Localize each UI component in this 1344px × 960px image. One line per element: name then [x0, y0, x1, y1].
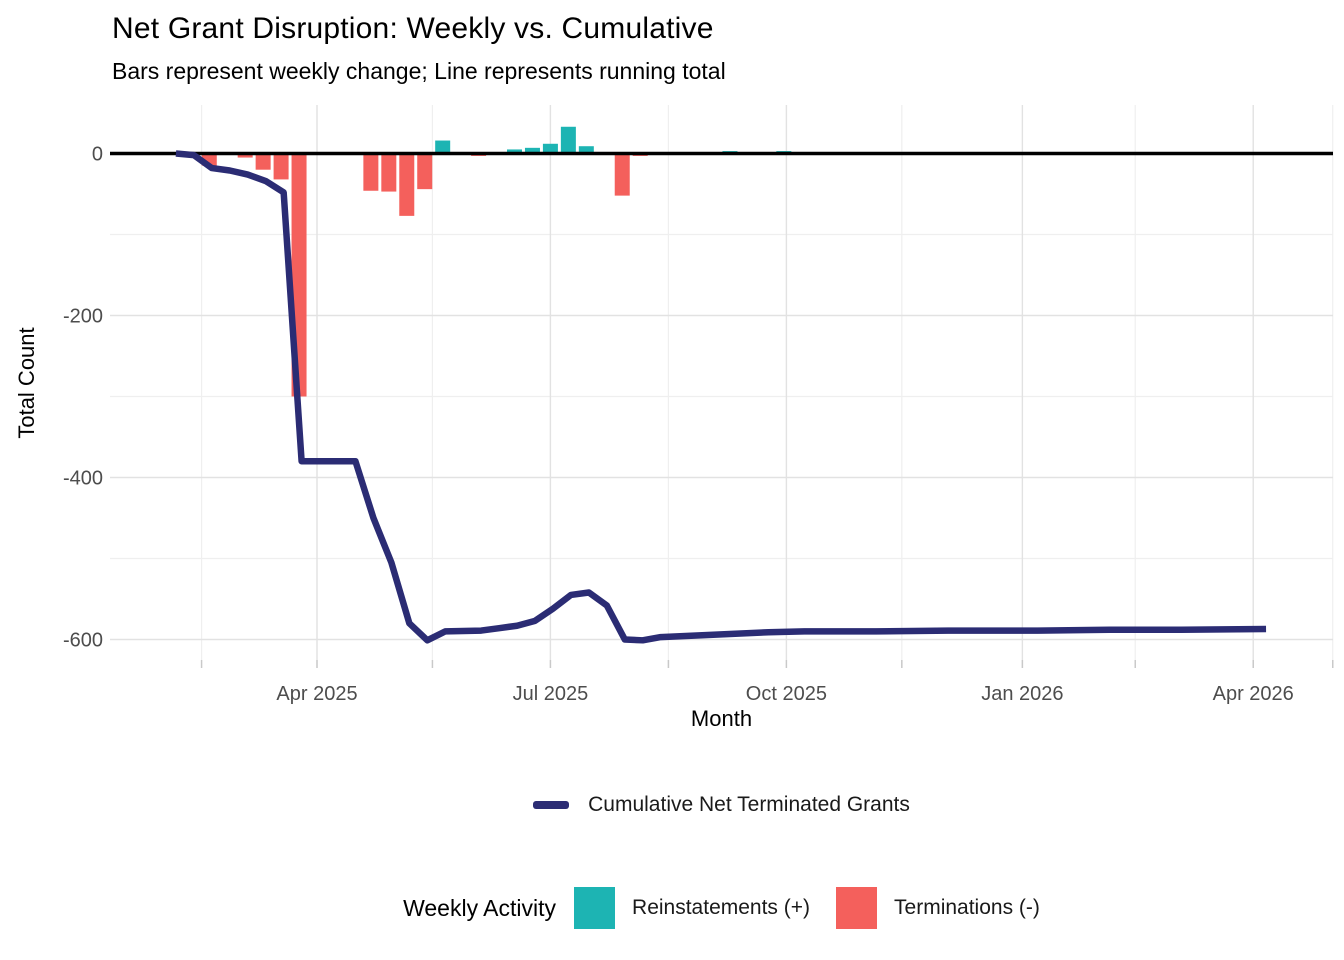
termination-bar	[273, 153, 289, 180]
y-tick-label: -600	[63, 630, 103, 652]
x-axis-title: Month	[690, 706, 753, 731]
cumulative-line-label: Cumulative Net Terminated Grants	[588, 793, 910, 816]
termination-bar	[399, 153, 415, 216]
termination-bar	[237, 153, 253, 158]
y-axis-title: Total Count	[14, 327, 39, 439]
cumulative-line-swatch	[533, 801, 570, 809]
reinstatement-bar	[435, 140, 451, 154]
plot-area: 0 -200 -400 -600 Apr 2025 Jul 2025 Oct 2025 Jan…	[63, 105, 1334, 705]
terminations-swatch	[836, 887, 878, 929]
legend-weekly-title: Weekly Activity	[403, 894, 557, 921]
reinstatement-bar	[524, 147, 540, 154]
reinstatement-bar	[578, 146, 594, 154]
termination-bar	[417, 153, 433, 190]
termination-bar	[255, 153, 271, 170]
legend-cumulative-line: Cumulative Net Terminated Grants	[110, 788, 1333, 822]
x-tick-label: Oct 2025	[746, 683, 827, 705]
x-tick-label: Jul 2025	[513, 683, 589, 705]
y-tick-label: -400	[63, 468, 103, 490]
reinstatements-label: Reinstatements (+)	[632, 896, 811, 919]
termination-bar	[381, 153, 397, 192]
terminations-label: Terminations (-)	[894, 896, 1040, 919]
legend-weekly-activity: Weekly Activity Reinstatements (+) Termi…	[110, 880, 1333, 936]
reinstatement-bar	[542, 143, 558, 154]
y-tick-label: 0	[92, 144, 103, 166]
chart-subtitle: Bars represent weekly change; Line repre…	[112, 58, 726, 84]
reinstatement-bar	[560, 126, 576, 154]
termination-bar	[614, 153, 630, 196]
y-tick-label: -200	[63, 306, 103, 328]
x-tick-label: Apr 2026	[1213, 683, 1294, 705]
reinstatements-swatch	[574, 887, 616, 929]
cumulative-line	[175, 150, 1267, 644]
chart-title: Net Grant Disruption: Weekly vs. Cumulat…	[112, 12, 714, 45]
termination-bar	[363, 153, 379, 191]
x-tick-label: Apr 2025	[276, 683, 357, 705]
x-tick-label: Jan 2026	[981, 683, 1063, 705]
reinstatement-bar	[507, 149, 523, 154]
